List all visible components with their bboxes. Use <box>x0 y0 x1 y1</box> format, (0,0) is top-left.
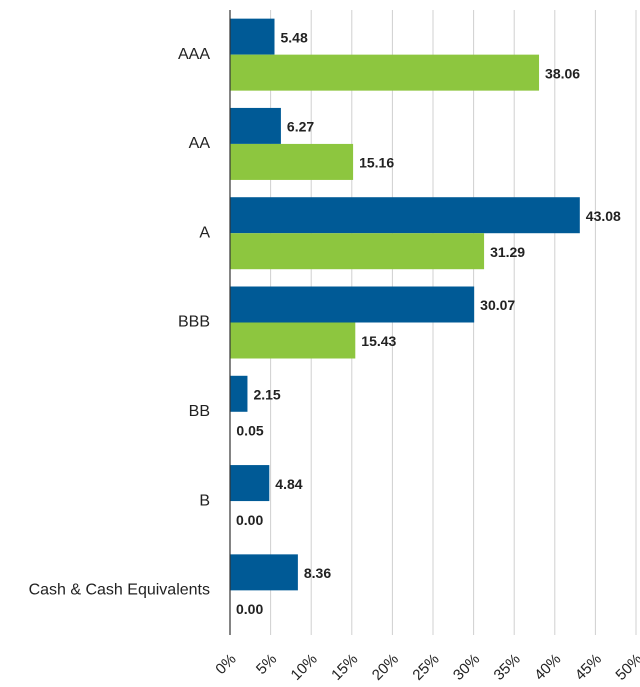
value-label: 2.15 <box>253 386 280 402</box>
y-tick-label: BBB <box>178 314 210 331</box>
y-tick-label: AA <box>189 135 211 152</box>
bar <box>230 287 474 323</box>
value-label: 38.06 <box>545 65 580 81</box>
value-label: 31.29 <box>490 244 525 260</box>
y-tick-label: Cash & Cash Equivalents <box>29 582 210 599</box>
value-label: 0.05 <box>236 422 263 438</box>
bar <box>230 233 484 269</box>
x-tick-label: 5% <box>253 651 280 678</box>
x-tick-label: 50% <box>612 651 640 682</box>
value-label: 0.00 <box>236 601 263 617</box>
bar <box>230 376 247 412</box>
bar <box>230 197 580 233</box>
bar <box>230 554 298 590</box>
value-label: 4.84 <box>275 476 302 492</box>
bar <box>230 323 355 359</box>
value-label: 43.08 <box>586 208 621 224</box>
x-tick-label: 35% <box>491 651 524 682</box>
value-label: 8.36 <box>304 565 331 581</box>
y-tick-label: BB <box>189 403 210 420</box>
x-tick-label: 20% <box>369 651 402 682</box>
value-label: 15.43 <box>361 333 396 349</box>
x-tick-label: 40% <box>531 651 564 682</box>
value-label: 0.00 <box>236 512 263 528</box>
bar <box>230 465 269 501</box>
x-tick-label: 15% <box>328 651 361 682</box>
bar <box>230 108 281 144</box>
value-label: 15.16 <box>359 155 394 171</box>
x-tick-label: 30% <box>450 651 483 682</box>
y-tick-label: B <box>199 492 210 509</box>
value-label: 5.48 <box>280 29 307 45</box>
value-label: 6.27 <box>287 119 314 135</box>
y-tick-label: AAA <box>178 46 210 63</box>
x-tick-label: 0% <box>212 651 239 678</box>
x-tick-label: 25% <box>409 651 442 682</box>
bar <box>230 19 274 55</box>
value-label: 30.07 <box>480 297 515 313</box>
bar <box>230 55 539 91</box>
y-tick-label: A <box>199 224 210 241</box>
x-tick-label: 45% <box>572 651 605 682</box>
x-tick-label: 10% <box>288 651 321 682</box>
bar <box>230 144 353 180</box>
